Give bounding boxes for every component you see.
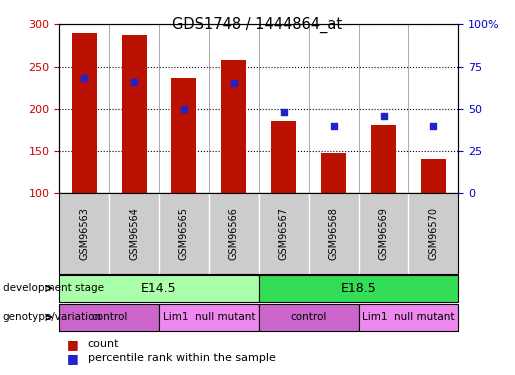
Bar <box>221 60 246 193</box>
Text: count: count <box>88 339 119 349</box>
Point <box>330 123 338 129</box>
Bar <box>72 33 97 193</box>
Bar <box>421 159 446 193</box>
Text: control: control <box>91 312 127 322</box>
Text: E14.5: E14.5 <box>141 282 177 295</box>
Text: E18.5: E18.5 <box>341 282 376 295</box>
Text: GSM96567: GSM96567 <box>279 207 289 260</box>
Text: Lim1  null mutant: Lim1 null mutant <box>362 312 455 322</box>
Text: GSM96564: GSM96564 <box>129 207 139 260</box>
Text: GSM96569: GSM96569 <box>379 207 388 260</box>
Text: ■: ■ <box>67 338 79 351</box>
Point <box>80 75 88 81</box>
Bar <box>171 78 196 193</box>
Text: GSM96565: GSM96565 <box>179 207 189 260</box>
Point <box>230 81 238 87</box>
Point <box>280 109 288 115</box>
Text: GSM96570: GSM96570 <box>428 207 438 260</box>
Point <box>430 123 438 129</box>
Text: Lim1  null mutant: Lim1 null mutant <box>163 312 255 322</box>
Bar <box>271 122 296 193</box>
Text: GSM96568: GSM96568 <box>329 207 339 260</box>
Point <box>130 79 138 85</box>
Bar <box>321 153 346 193</box>
Text: development stage: development stage <box>3 284 104 293</box>
Text: GSM96563: GSM96563 <box>79 207 89 260</box>
Text: percentile rank within the sample: percentile rank within the sample <box>88 353 276 363</box>
Text: genotype/variation: genotype/variation <box>3 312 101 322</box>
Point <box>380 112 388 118</box>
Point <box>180 106 188 112</box>
Bar <box>122 34 147 193</box>
Text: GDS1748 / 1444864_at: GDS1748 / 1444864_at <box>173 17 342 33</box>
Bar <box>371 125 396 193</box>
Text: control: control <box>290 312 327 322</box>
Text: GSM96566: GSM96566 <box>229 207 239 260</box>
Text: ■: ■ <box>67 352 79 364</box>
